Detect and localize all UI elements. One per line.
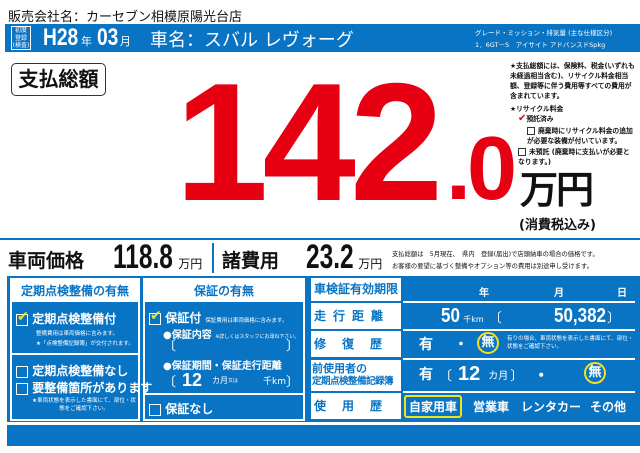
header-bar: 初度 登録 (検査) H28 年 03月 車名：スバル レヴォーグ グレード・ミッショ… — [5, 24, 640, 52]
repair-dot: ・ — [454, 337, 468, 353]
total-label: 支払総額 — [11, 63, 106, 96]
fees-price: 23.2 万円 — [306, 238, 383, 276]
inspection-needs-note: ★車両状態を表示した書面にて、部位・状態をご確認下さい。 — [32, 398, 136, 412]
mileage-exact: 50,382〕 — [554, 305, 621, 327]
fees-label: 諸費用 — [222, 250, 280, 272]
check-icon: ✔ — [149, 307, 162, 325]
total-dec: .0 — [446, 119, 517, 219]
inspection-needs[interactable]: 要整備箇所があります — [16, 379, 152, 396]
shaken-month: 月 — [554, 288, 564, 299]
warranty-period-label: ●保証期間・保証走行距離 — [163, 361, 282, 372]
total-dec-wrap: .0 — [446, 124, 517, 214]
repair-note: 有りの場合、車両状態を表示した書面にて、部位・状態をご確認下さい。 — [507, 336, 634, 350]
vehicle-price-label: 車両価格 — [8, 250, 85, 272]
reg-date: H28 年 03月 — [43, 24, 131, 51]
usage-other[interactable]: その他 — [590, 400, 627, 414]
details-section: 車検証有効期限 年 月 日 走行距離 50 千km 〔 50,382〕 修復歴 有… — [309, 278, 638, 421]
repair-no-selected[interactable]: 無 — [477, 332, 499, 354]
recycle-not-deposited[interactable]: 未預託 (廃棄時に支払いが必要となります。) — [518, 148, 630, 166]
usage-label: 使用歴 — [311, 393, 401, 419]
vehicle-price: 118.8 万円 — [113, 238, 203, 276]
divider — [403, 358, 635, 360]
warranty-title: 保証の有無 — [145, 280, 303, 302]
recycle-extra[interactable]: 廃棄時にリサイクル料金の追加が必要な装備が付いています。 — [527, 127, 633, 145]
recycle-deposited[interactable]: ✔預託済み — [518, 113, 554, 124]
usage-private-selected[interactable]: 自家用車 — [404, 395, 463, 418]
dealer-name: カーセブン相模原陽光台店 — [86, 10, 243, 25]
price-note-2: お客様の要望に基づく整備やオプション等の費用は別途申し受けます。 — [392, 263, 593, 270]
divider — [12, 353, 138, 355]
tax-note: (消費税込み) — [519, 218, 596, 233]
repair-yes[interactable]: 有 — [419, 337, 433, 353]
shaken-label: 車検証有効期限 — [311, 278, 401, 301]
grade-value: 1．6GT－S アイサイト アドバンスドSpkg — [475, 41, 606, 49]
divider — [212, 243, 214, 273]
warranty-without[interactable]: 保証なし — [149, 400, 213, 417]
inspection-without[interactable]: 定期点検整備なし — [16, 362, 128, 379]
recycle-title: ★リサイクル料金 — [510, 105, 564, 113]
divider — [403, 329, 635, 331]
inspection-note-2: ★「点検整備記録簿」が交付されます。 — [36, 341, 134, 347]
record-field: 有〔 12 カ月〕・ — [419, 362, 550, 386]
inspection-note-1: 整備費用は車両価格に含みます。 — [36, 331, 118, 337]
check-icon: ✔ — [16, 308, 29, 326]
mileage-label: 走行距離 — [311, 303, 401, 329]
warranty-with[interactable]: ✔ 保証付 保証費用は車両価格に含みます。 — [149, 307, 288, 325]
warranty-section: 保証の有無 ✔ 保証付 保証費用は車両価格に含みます。 ●保証内容 ※詳しくはス… — [143, 278, 305, 421]
divider — [403, 301, 635, 303]
divider — [145, 393, 303, 395]
divider — [0, 238, 640, 240]
record-no-selected[interactable]: 無 — [584, 362, 606, 384]
mileage-k: 50 千km 〔 — [441, 305, 502, 327]
dealer-label: 販売会社名： — [8, 10, 87, 25]
price-note-1: 支払総額は 5月現在、 県内 登録(届出)で店頭納車の場合の価格です。 — [392, 251, 599, 258]
total-int: 142 — [175, 48, 443, 236]
total-price: 142 — [175, 58, 443, 226]
warranty-content-label: ●保証内容 ※詳しくはスタッフにお尋ね下さい。 — [163, 330, 300, 341]
first-reg-badge: 初度 登録 (検査) — [11, 26, 31, 50]
dealer-line: 販売会社名：カーセブン相模原陽光台店 — [8, 6, 242, 25]
usage-rental[interactable]: レンタカー — [521, 400, 582, 414]
total-unit: 万円 — [520, 168, 594, 212]
repair-label: 修復歴 — [311, 331, 401, 357]
total-notice: ★支払総額には、保険料、税金(いずれも未経過相当含む)、リサイクル料金相当額、登… — [510, 62, 635, 100]
shaken-day: 日 — [617, 288, 627, 299]
warranty-period-field: 〔 12 カ月 又は 千km 〕 — [163, 369, 299, 390]
shaken-year: 年 — [479, 288, 489, 299]
inspection-with[interactable]: ✔ 定期点検整備付 — [16, 308, 117, 326]
divider — [5, 422, 640, 425]
car-name: 車名：スバル レヴォーグ — [150, 30, 354, 51]
usage-business[interactable]: 営業車 — [473, 400, 510, 414]
warranty-content-field[interactable]: 〔〕 — [163, 339, 299, 354]
grade-label: グレード・ミッション・排気量 (主な仕様区分) — [475, 29, 613, 37]
inspection-section: 定期点検整備の有無 ✔ 定期点検整備付 整備費用は車両価格に含みます。 ★「点検… — [10, 278, 152, 421]
divider — [403, 391, 635, 393]
record-label: 前使用者の 定期点検整備記録簿 — [311, 360, 401, 391]
inspection-title: 定期点検整備の有無 — [12, 280, 138, 302]
